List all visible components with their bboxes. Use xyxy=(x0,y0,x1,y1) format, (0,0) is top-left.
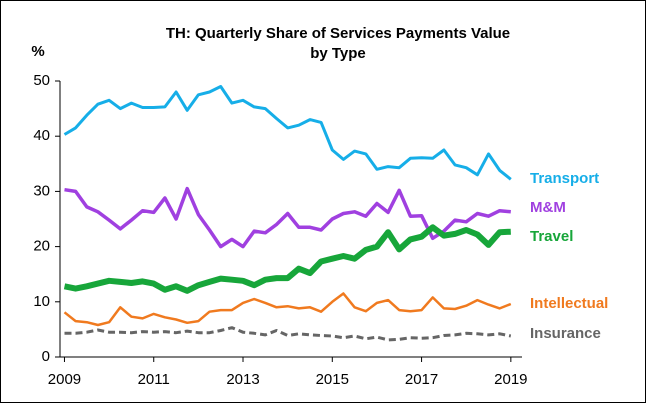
y-tick-label: 50 xyxy=(33,72,50,89)
x-tick-label: 2009 xyxy=(48,371,81,388)
y-tick-label: 40 xyxy=(33,127,50,144)
x-tick-label: 2015 xyxy=(316,371,349,388)
series-label: Transport xyxy=(530,170,599,187)
series-label: Intellectual xyxy=(530,295,608,312)
series-line xyxy=(63,292,512,327)
y-tick-label: 20 xyxy=(33,238,50,255)
series-line xyxy=(63,224,511,294)
series-line xyxy=(64,326,512,342)
series-label: M&M xyxy=(530,199,566,216)
y-tick-label: 30 xyxy=(33,182,50,199)
y-tick-label: 10 xyxy=(33,293,50,310)
series-label: Insurance xyxy=(530,325,601,342)
series-line xyxy=(63,85,512,181)
series-line xyxy=(64,186,511,249)
x-tick-label: 2017 xyxy=(405,371,438,388)
y-axis-label: % xyxy=(31,43,44,60)
series-label: Travel xyxy=(530,228,573,245)
y-tick-label: 0 xyxy=(42,348,50,365)
chart-title: TH: Quarterly Share of Services Payments… xyxy=(166,25,510,42)
x-tick-label: 2019 xyxy=(494,371,527,388)
x-tick-label: 2011 xyxy=(138,371,170,388)
x-tick-label: 2013 xyxy=(226,371,259,388)
chart-title: by Type xyxy=(310,45,366,62)
